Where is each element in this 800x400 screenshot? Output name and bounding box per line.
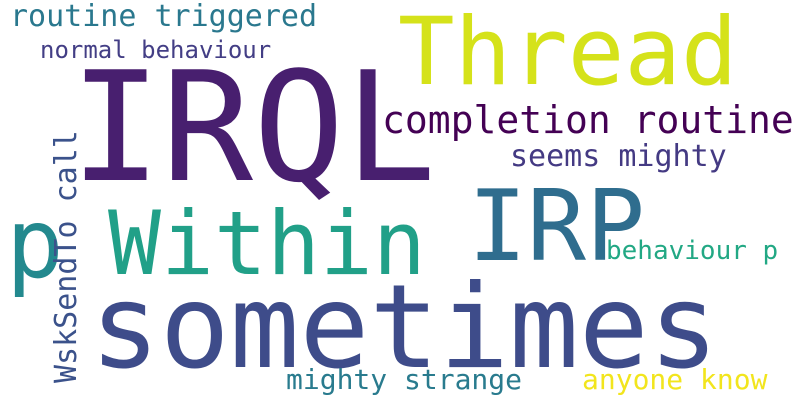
word-irql: IRQL [70,39,437,216]
word-thread: Thread [398,0,738,107]
word-p: p [6,188,64,300]
word-sometimes: sometimes [90,260,719,395]
word-seems-mighty: seems mighty [510,139,727,174]
word-completion-routine: completion routine [382,98,794,142]
word-wsksendto-call: WskSendTo call [49,130,84,383]
word-routine-triggered: routine triggered [10,0,318,34]
word-normal-behaviour: normal behaviour [40,36,272,64]
word-behaviour-p: behaviour p [606,236,779,266]
word-within: Within [108,192,426,295]
word-anyone-know: anyone know [582,363,768,396]
word-mighty-strange: mighty strange [286,363,523,396]
word-irp: IRP [468,170,646,284]
